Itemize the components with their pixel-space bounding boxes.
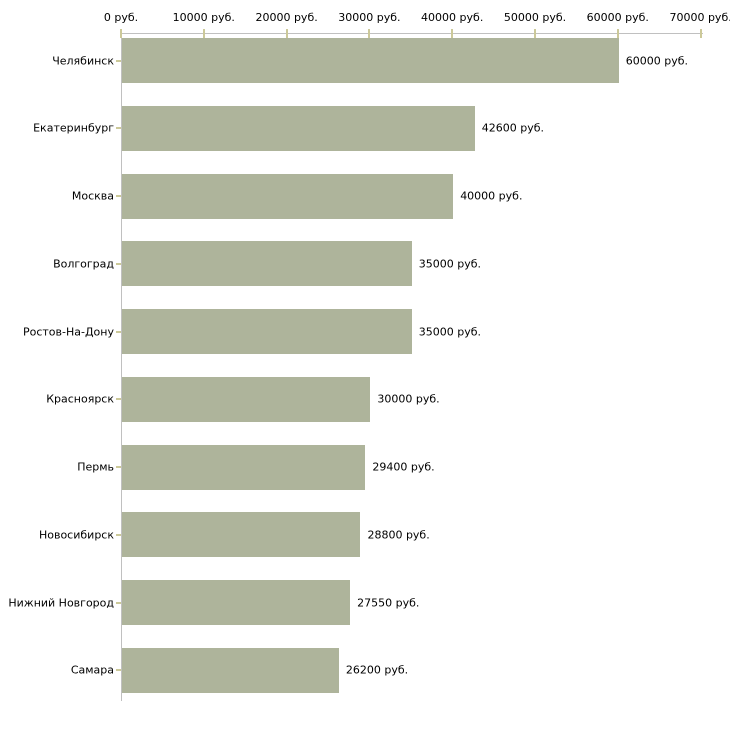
category-label: Москва bbox=[71, 189, 114, 203]
x-axis-tick-label: 0 руб. bbox=[103, 11, 139, 24]
y-axis-tick bbox=[116, 262, 121, 265]
bar bbox=[122, 647, 339, 693]
x-axis-tick-label: 10000 руб. bbox=[172, 11, 235, 24]
y-axis-tick bbox=[116, 533, 121, 536]
x-axis-tick-label: 70000 руб. bbox=[669, 11, 730, 24]
x-axis-line bbox=[121, 33, 703, 34]
x-axis-tick bbox=[368, 29, 371, 38]
y-axis-tick bbox=[116, 195, 121, 197]
bar bbox=[122, 309, 412, 354]
bar bbox=[122, 512, 361, 558]
x-axis-tick bbox=[451, 29, 454, 38]
bar bbox=[122, 241, 412, 287]
y-axis-tick bbox=[116, 466, 121, 468]
value-label: 60000 руб. bbox=[625, 54, 689, 67]
x-axis-tick bbox=[534, 29, 536, 38]
x-axis-tick bbox=[285, 29, 288, 38]
bar bbox=[122, 173, 454, 219]
bar bbox=[122, 580, 351, 625]
category-label: Пермь bbox=[77, 460, 114, 474]
bar bbox=[122, 376, 371, 422]
x-axis-tick-label: 40000 руб. bbox=[421, 11, 484, 24]
value-label: 35000 руб. bbox=[418, 325, 482, 338]
y-axis-line bbox=[121, 33, 122, 701]
x-axis-tick-label: 50000 руб. bbox=[503, 11, 567, 24]
category-label: Екатеринбург bbox=[33, 121, 114, 135]
value-label: 26200 руб. bbox=[345, 663, 409, 677]
value-label: 29400 руб. bbox=[372, 460, 435, 474]
value-label: 27550 руб. bbox=[357, 596, 420, 609]
x-axis-tick bbox=[202, 29, 205, 38]
bar bbox=[122, 444, 366, 490]
value-label: 35000 руб. bbox=[418, 257, 482, 271]
category-label: Новосибирск bbox=[38, 528, 114, 542]
value-label: 40000 руб. bbox=[460, 189, 523, 203]
bar bbox=[122, 38, 619, 83]
x-axis-tick-label: 30000 руб. bbox=[338, 11, 401, 24]
y-axis-tick bbox=[116, 330, 121, 333]
category-label: Самара bbox=[70, 663, 114, 677]
category-label: Нижний Новгород bbox=[8, 596, 114, 609]
y-axis-tick bbox=[116, 59, 121, 62]
category-label: Челябинск bbox=[52, 54, 114, 67]
category-label: Волгоград bbox=[53, 257, 114, 271]
x-axis-tick bbox=[616, 29, 619, 38]
x-axis-tick bbox=[120, 29, 122, 38]
x-axis-tick-label: 20000 руб. bbox=[255, 11, 318, 24]
y-axis-tick bbox=[116, 398, 121, 401]
category-label: Ростов-На-Дону bbox=[22, 325, 114, 338]
bar bbox=[122, 105, 475, 151]
value-label: 42600 руб. bbox=[481, 121, 544, 135]
x-axis-tick-label: 60000 руб. bbox=[586, 11, 649, 24]
y-axis-tick bbox=[116, 601, 121, 604]
value-label: 30000 руб. bbox=[377, 392, 440, 406]
category-label: Красноярск bbox=[46, 392, 114, 406]
value-label: 28800 руб. bbox=[367, 528, 430, 542]
y-axis-tick bbox=[116, 127, 121, 130]
y-axis-tick bbox=[116, 669, 121, 672]
x-axis-tick bbox=[699, 29, 702, 38]
